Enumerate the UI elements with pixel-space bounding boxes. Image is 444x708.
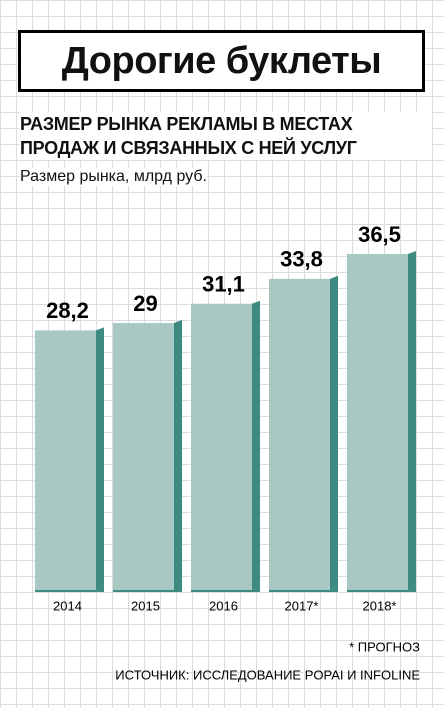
bar-shadow bbox=[35, 585, 104, 592]
bar-shadow bbox=[191, 585, 260, 592]
bar-side bbox=[330, 275, 338, 590]
x-tick-label: 2015 bbox=[131, 598, 160, 613]
value-label: 31,1 bbox=[202, 272, 245, 297]
bar-side bbox=[96, 327, 104, 590]
footnote: * ПРОГНОЗ bbox=[349, 639, 420, 654]
value-label: 36,5 bbox=[358, 222, 401, 247]
bar bbox=[113, 323, 174, 590]
value-label: 28,2 bbox=[46, 298, 89, 323]
bar bbox=[35, 330, 96, 590]
bar-side bbox=[174, 320, 182, 590]
x-tick-label: 2016 bbox=[209, 598, 238, 613]
bar bbox=[347, 254, 408, 590]
x-tick-label: 2018* bbox=[363, 598, 397, 613]
chart-title: Дорогие буклеты bbox=[18, 30, 425, 92]
x-tick-label: 2017* bbox=[285, 598, 319, 613]
value-label: 33,8 bbox=[280, 247, 323, 272]
x-tick-label: 2014 bbox=[53, 598, 82, 613]
bar-shadow bbox=[269, 585, 338, 592]
bar-side bbox=[408, 251, 416, 590]
bar-side bbox=[252, 300, 260, 590]
y-axis-label: Размер рынка, млрд руб. bbox=[20, 168, 207, 186]
bar bbox=[191, 303, 252, 590]
chart-subtitle: РАЗМЕР РЫНКА РЕКЛАМЫ В МЕСТАХ ПРОДАЖ И С… bbox=[20, 112, 432, 160]
bar-shadow bbox=[113, 585, 182, 592]
bar-shadow bbox=[347, 585, 416, 592]
bar bbox=[269, 278, 330, 590]
value-label: 29 bbox=[133, 291, 157, 316]
source: ИСТОЧНИК: ИССЛЕДОВАНИЕ POPAI И INFOLINE bbox=[115, 667, 420, 682]
